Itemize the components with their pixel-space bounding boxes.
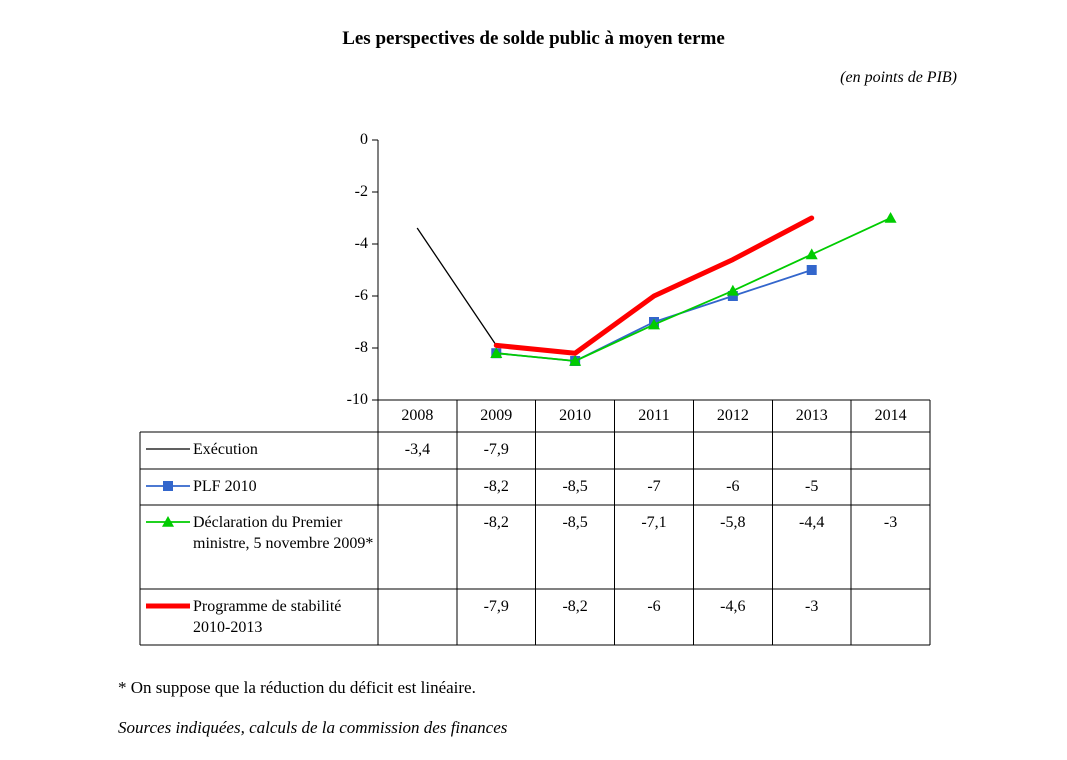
table-cell-value: -7,9 [483,598,509,615]
table-cell-value: -8,2 [483,514,509,531]
table-cell-value: -6 [647,598,661,615]
table-cell-value: -7,9 [483,441,509,458]
y-tick-label: 0 [360,131,368,148]
table-cell-value: -4,6 [720,598,746,615]
triangle-marker-icon [490,347,503,358]
y-tick-label: -8 [354,339,368,356]
table-cell-value: -5,8 [720,514,746,531]
series-line-2 [495,217,892,362]
x-axis-year-label: 2013 [795,407,828,424]
triangle-marker-icon [805,248,818,260]
x-axis-year-label: 2010 [559,407,592,424]
legend-label: Déclaration du Premier ministre, 5 novem… [193,514,374,552]
y-tick-label: -10 [346,391,368,408]
table-cell-value: -8,5 [562,514,588,531]
table-cell-value: -8,2 [483,478,509,495]
series-line-1 [495,269,813,362]
y-tick-label: -2 [354,183,368,200]
x-axis-year-label: 2012 [716,407,749,424]
table-cell-value: -3 [805,598,819,615]
triangle-marker-icon [884,212,897,223]
x-axis-year-label: 2011 [638,407,670,424]
table-cell-value: -5 [805,478,819,495]
series-line-3 [493,215,815,356]
table-cell-value: -8,5 [562,478,588,495]
y-tick-label: -6 [354,287,368,304]
legend-label: Exécution [193,441,258,458]
legend-label: Programme de stabilité 2010-2013 [193,598,342,636]
table-cell-value: -6 [726,478,740,495]
triangle-marker-icon [569,355,582,366]
x-axis-year-label: 2009 [480,407,513,424]
chart-title: Les perspectives de solde public à moyen… [342,28,725,49]
legend-key-marker-2 [162,516,174,527]
y-tick-label: -4 [354,235,368,252]
legend-key-marker-1 [163,481,173,491]
chart-unit-label: (en points de PIB) [840,69,957,86]
footnote: * On suppose que la réduction du déficit… [118,678,476,697]
series-line-0 [416,227,497,347]
triangle-marker-icon [648,318,660,330]
table-cell-value: -3 [883,514,898,531]
square-marker-icon [806,265,817,275]
table-cell-value: -4,4 [799,514,825,531]
table-cell-value: -3,4 [404,441,431,458]
table-cell-value: -7 [647,478,661,495]
triangle-marker-icon [726,284,739,296]
source-note: Sources indiquées, calculs de la commiss… [118,718,508,737]
x-axis-year-label: 2008 [401,407,434,424]
table-cell-value: -8,2 [562,598,588,615]
x-axis-year-label: 2014 [874,407,907,424]
table-cell-value: -7,1 [641,514,667,531]
legend-label: PLF 2010 [193,478,257,495]
